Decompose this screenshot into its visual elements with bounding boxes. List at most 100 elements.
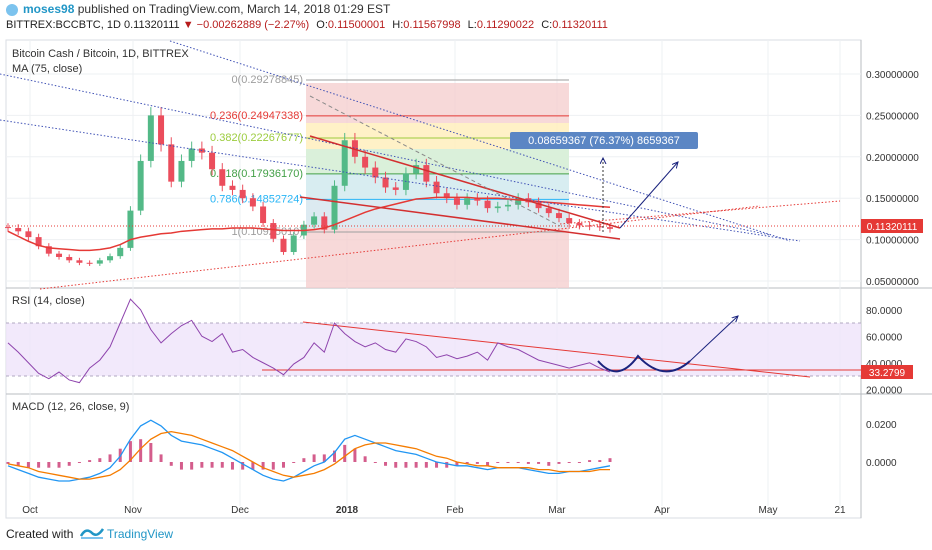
macd-histogram-bar <box>577 462 581 463</box>
rsi-cup-drawing[interactable] <box>597 354 691 373</box>
candle-body <box>15 228 22 232</box>
candle-body <box>382 177 389 188</box>
candle-body <box>545 208 552 214</box>
rsi-last-badge: 33.2799 <box>861 365 913 379</box>
candle-body <box>311 216 318 225</box>
candle-body <box>280 238 287 253</box>
wedge-upper-line[interactable] <box>309 135 621 229</box>
projection-arrow-price[interactable] <box>619 162 678 229</box>
open-label: O: <box>316 19 328 31</box>
candle-body <box>249 198 256 207</box>
macd-histogram-bar <box>251 462 255 470</box>
macd-histogram-bar <box>190 462 194 470</box>
candle-body <box>137 160 144 211</box>
chart-title: Bitcoin Cash / Bitcoin, 1D, BITTREX <box>12 48 189 60</box>
candle-body <box>576 223 583 226</box>
tradingview-brand[interactable]: TradingView <box>107 527 174 541</box>
macd-histogram-bar <box>128 441 132 462</box>
candle-body <box>45 246 52 254</box>
signal-line <box>7 430 610 480</box>
symbol-label: BITTREX:BCCBTC, 1D <box>6 19 121 31</box>
rsi-trendline[interactable] <box>302 321 811 378</box>
macd-histogram-bar <box>435 462 439 468</box>
header-bar: moses98 published on TradingView.com, Ma… <box>0 0 932 36</box>
projection-arrow-rsi[interactable] <box>689 316 738 362</box>
candle-body <box>219 169 226 186</box>
red-trendline-extension[interactable] <box>559 200 841 225</box>
macd-histogram-bar <box>333 450 337 462</box>
rsi-axis-tick: 80.0000 <box>866 306 903 317</box>
macd-axis-tick: 0.0200 <box>866 420 897 431</box>
macd-axis-tick: 0.0000 <box>866 458 897 469</box>
macd-histogram-bar <box>77 462 81 463</box>
macd-histogram-bar <box>302 458 306 462</box>
macd-histogram-bar <box>394 462 398 468</box>
publish-line: moses98 published on TradingView.com, Ma… <box>23 2 390 16</box>
rsi-drawings[interactable] <box>6 316 861 378</box>
macd-histogram-bar <box>220 462 224 468</box>
chart-area[interactable]: 0(0.29278845) 0.236(0.24947338) 0.382(0.22… <box>0 36 932 519</box>
candle-body <box>25 231 32 238</box>
candle-body <box>260 206 267 224</box>
macd-histogram-bar <box>588 460 592 462</box>
high-value: 0.11567998 <box>403 19 461 31</box>
time-axis-tick: 2018 <box>336 505 359 516</box>
candle-body <box>76 260 83 263</box>
macd-histogram-bar <box>404 462 408 468</box>
candle-body <box>168 144 175 182</box>
macd-histogram-bar <box>424 462 428 468</box>
macd-histogram-bar <box>169 462 173 466</box>
last-price: 0.11320111 <box>123 19 180 31</box>
candle-body <box>443 193 450 199</box>
macd-histogram-bar <box>516 462 520 463</box>
rsi-polyline <box>7 298 611 384</box>
ma-line <box>7 196 611 252</box>
price-axis-tick: 0.30000000 <box>866 70 919 81</box>
trend-drawings[interactable] <box>0 40 861 290</box>
price-axis-tick: 0.05000000 <box>866 277 919 288</box>
candle-body <box>362 156 369 168</box>
macd-histogram-bar <box>159 454 163 462</box>
candle-body <box>555 213 562 219</box>
candle-body <box>56 253 63 257</box>
created-with-label: Created with <box>6 527 74 541</box>
wedge-lower-line[interactable] <box>299 196 621 240</box>
quote-line: BITTREX:BCCBTC, 1D 0.11320111 ▼ −0.00262… <box>6 19 612 31</box>
candle-body <box>178 160 185 182</box>
candle-body <box>107 256 114 261</box>
macd-histogram-bar <box>363 456 367 462</box>
time-axis-tick: May <box>759 505 778 516</box>
time-axis-tick: Oct <box>22 505 38 516</box>
macd-histogram-bar <box>47 462 51 468</box>
last-price-badge: 0.11320111 <box>861 219 923 233</box>
price-axis-tick: 0.25000000 <box>866 111 919 122</box>
blue-trendline-upper[interactable] <box>0 73 771 236</box>
time-axis-tick: Mar <box>548 505 566 516</box>
macd-histogram-bar <box>149 443 153 462</box>
ma-legend: MA (75, close) <box>12 63 82 75</box>
macd-histogram-bar <box>486 462 490 466</box>
price-axis[interactable]: 0.30000000 0.25000000 0.20000000 0.15000000… <box>866 70 919 469</box>
macd-histogram-bar <box>384 462 388 466</box>
candle-body <box>5 227 11 229</box>
time-axis[interactable]: Oct Nov Dec 2018 Feb Mar Apr May 21 <box>22 505 846 516</box>
rsi-axis-tick: 20.0000 <box>866 385 903 396</box>
macd-histogram-bar <box>343 444 347 462</box>
macd-histogram-bar <box>230 462 234 470</box>
fib-level-label: 0.382(0.22267677) <box>210 132 303 144</box>
candle-body <box>433 181 440 194</box>
macd-histogram-bar <box>6 462 10 464</box>
candle-body <box>474 198 481 201</box>
blue-trendline-top[interactable] <box>169 40 791 242</box>
time-axis-tick: Feb <box>446 505 464 516</box>
fib-level-label: 0.618(0.17936170) <box>210 168 303 180</box>
macd-histogram-bar <box>281 462 285 468</box>
fib-level-label: 1(0.10925010) <box>231 226 303 238</box>
rsi-axis-tick: 60.0000 <box>866 332 903 343</box>
author-name[interactable]: moses98 <box>23 2 75 16</box>
low-label: L: <box>467 19 477 31</box>
tradingview-logo-icon <box>80 528 104 539</box>
low-value: 0.11290022 <box>476 19 535 31</box>
macd-histogram-bar <box>475 462 479 464</box>
macd-histogram-bar <box>557 462 561 464</box>
